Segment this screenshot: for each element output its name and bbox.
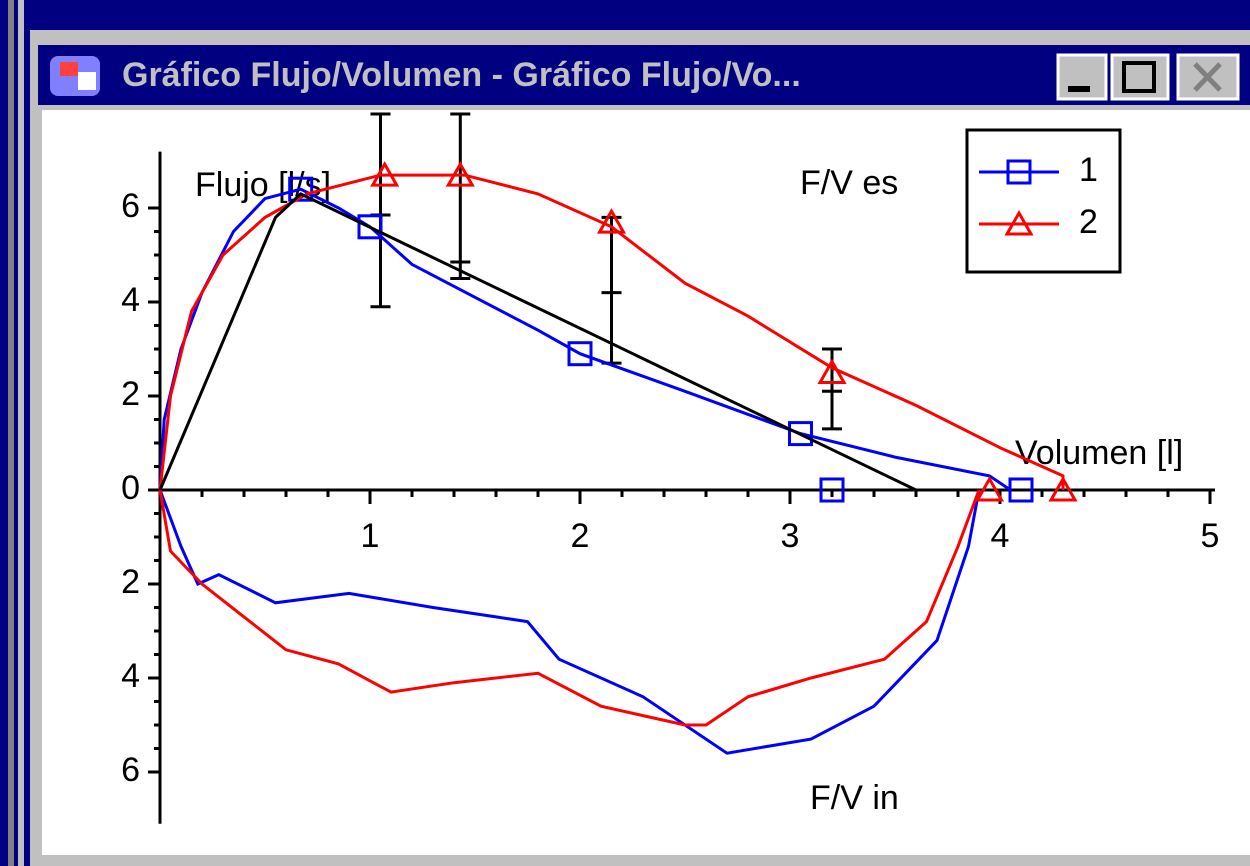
legend-marker <box>1006 159 1032 185</box>
marker <box>1008 477 1034 503</box>
x-tick-label: 2 <box>571 517 590 555</box>
maximize-button[interactable] <box>1110 53 1170 101</box>
close-button[interactable] <box>1176 53 1240 101</box>
annotation: F/V es <box>800 164 898 202</box>
x-tick-label: 4 <box>991 517 1010 555</box>
marker <box>567 341 593 367</box>
series-line <box>158 173 1065 727</box>
annotation: F/V in <box>810 779 899 817</box>
window-title: Gráfico Flujo/Volumen - Gráfico Flujo/Vo… <box>122 56 801 94</box>
x-tick-label: 3 <box>781 517 800 555</box>
y-tick-label: 2 <box>121 375 140 413</box>
marker <box>445 161 475 187</box>
legend-box <box>965 128 1122 274</box>
legend-label: 1 <box>1079 151 1098 189</box>
y-tick-label: 0 <box>121 469 140 507</box>
title-bar <box>38 45 1250 105</box>
marker <box>788 421 813 447</box>
y-tick-label: 4 <box>121 281 140 319</box>
y-tick-label: 4 <box>121 657 140 695</box>
minimize-button[interactable] <box>1056 53 1108 101</box>
legend-marker <box>1004 209 1034 236</box>
frame-edge <box>8 0 14 866</box>
marker <box>370 161 400 187</box>
marker <box>596 208 627 234</box>
series-line <box>158 192 917 492</box>
x-tick-label: 5 <box>1201 517 1220 555</box>
marker <box>288 176 314 202</box>
marker <box>817 358 847 384</box>
marker <box>357 214 383 240</box>
y-tick-label: 2 <box>121 563 140 601</box>
x-tick-label: 1 <box>361 517 380 555</box>
frame-edge <box>18 0 24 866</box>
series-line <box>158 187 1012 755</box>
marker <box>819 477 845 503</box>
marker <box>1048 475 1078 502</box>
y-tick-label: 6 <box>121 187 140 225</box>
y-tick-label: 6 <box>121 751 140 789</box>
legend-label: 2 <box>1079 203 1098 241</box>
window-icon <box>50 56 100 96</box>
marker <box>974 475 1005 502</box>
